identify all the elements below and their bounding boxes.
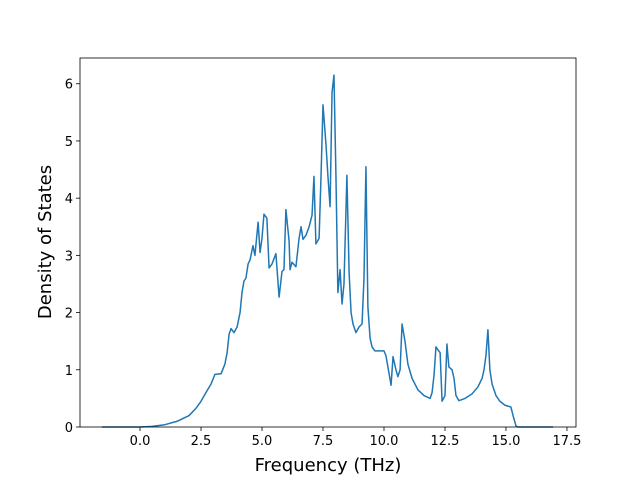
line-series: [101, 74, 554, 428]
y-tick-label: 3: [65, 249, 73, 264]
y-axis-label: Density of States: [35, 165, 56, 319]
x-tick-label: 10.0: [370, 434, 399, 449]
y-tick-label: 1: [65, 364, 73, 379]
x-tick-label: 2.5: [191, 434, 212, 449]
y-tick-label: 2: [65, 307, 73, 322]
y-tick-label: 5: [65, 135, 73, 150]
x-tick-label: 7.5: [313, 434, 334, 449]
x-axis-label: Frequency (THz): [255, 455, 402, 476]
plot-frame: [79, 57, 577, 428]
y-tick-label: 4: [65, 192, 73, 207]
x-tick-label: 0.0: [130, 434, 151, 449]
x-tick-label: 15.0: [492, 434, 521, 449]
y-tick-label: 6: [65, 78, 73, 93]
y-tick-label: 0: [65, 421, 73, 436]
x-tick-label: 12.5: [431, 434, 460, 449]
x-tick-label: 5.0: [252, 434, 273, 449]
x-tick-label: 17.5: [552, 434, 581, 449]
